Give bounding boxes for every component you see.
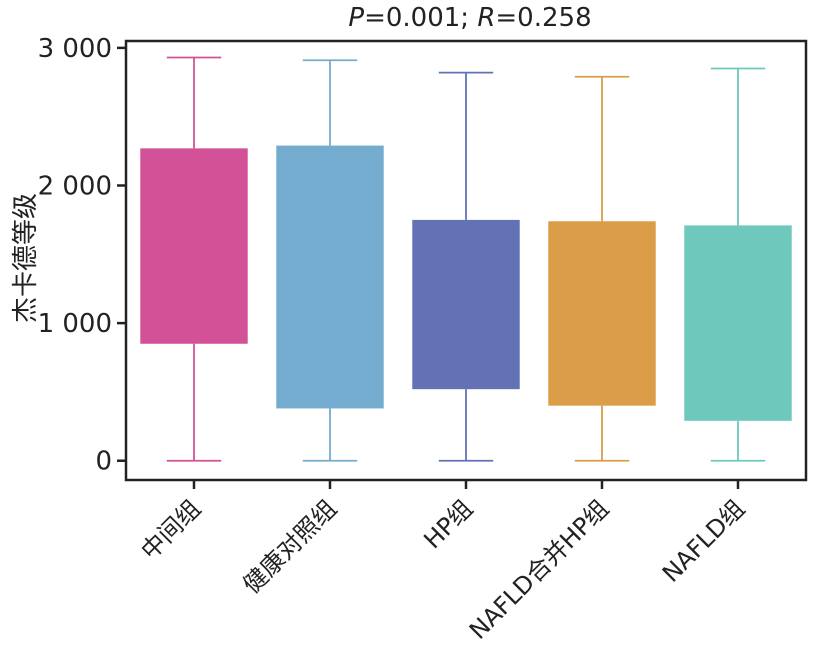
x-category-label: NAFLD组: [657, 494, 750, 587]
y-tick-label: 1 000: [38, 309, 112, 339]
iqr-box: [276, 145, 384, 409]
y-tick-label: 0: [95, 447, 112, 477]
y-axis: 0 1 000 2 000 3 000: [38, 34, 126, 477]
x-category-label: NAFLD合并HP组: [464, 494, 614, 644]
x-category-label: 中间组: [136, 494, 207, 565]
plot-frame: [124, 39, 808, 482]
box-3: [412, 71, 520, 462]
iqr-box: [412, 219, 520, 390]
iqr-box: [548, 221, 656, 406]
iqr-box: [140, 148, 248, 344]
y-axis-label: 杰卡德等级: [11, 193, 41, 323]
y-tick-label: 2 000: [38, 171, 112, 201]
title-part-3: =0.258: [495, 3, 591, 33]
title-part-2: R: [477, 3, 495, 33]
box-1: [140, 56, 248, 462]
chart-title: P=0.001; R=0.258: [348, 3, 591, 33]
x-category-label: 健康对照组: [238, 494, 343, 599]
iqr-box: [684, 225, 792, 421]
box-5: [684, 67, 792, 462]
title-part-0: P: [348, 3, 364, 33]
title-part-1: =0.001;: [364, 3, 477, 33]
box-2: [276, 59, 384, 462]
boxes-group: [140, 56, 792, 462]
y-tick-label: 3 000: [38, 34, 112, 64]
x-category-label: HP组: [418, 494, 478, 554]
box-4: [548, 75, 656, 462]
